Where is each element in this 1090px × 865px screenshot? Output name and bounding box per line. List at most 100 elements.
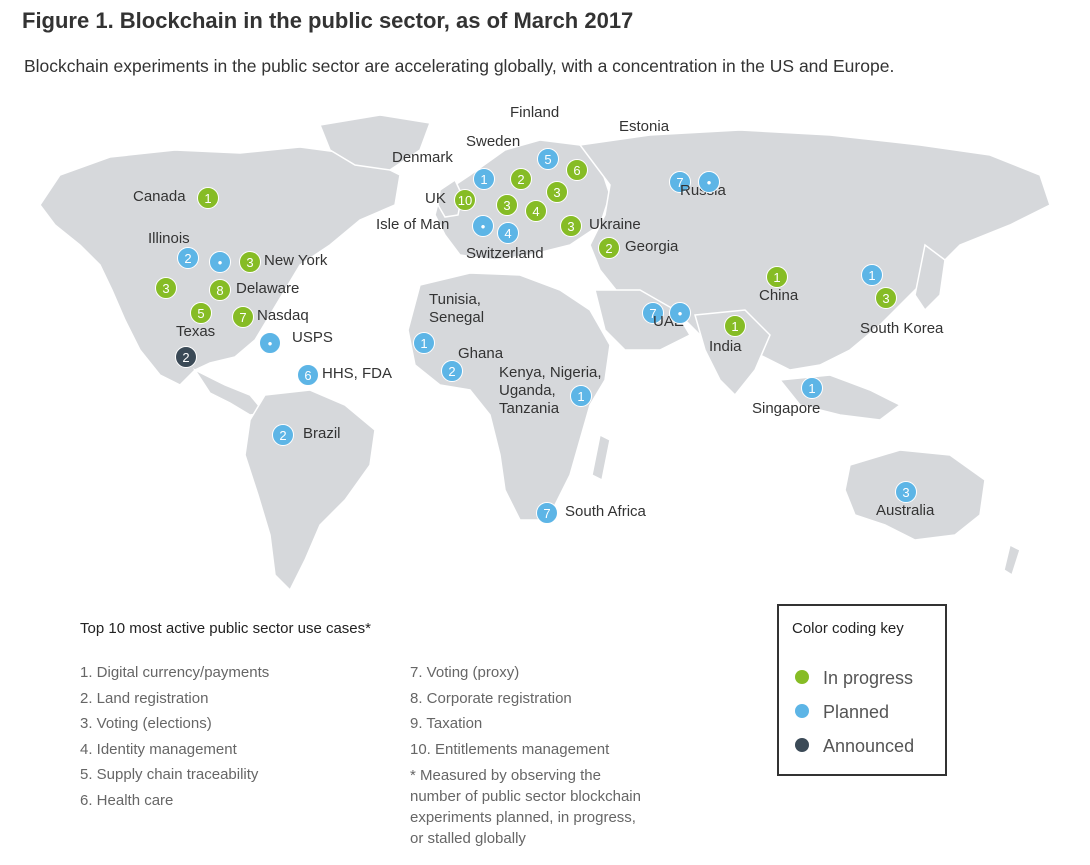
india-landmass <box>694 309 771 397</box>
marker-russia: 7 <box>669 171 691 193</box>
marker-label: Singapore <box>752 400 821 417</box>
marker-china: 1 <box>766 266 788 288</box>
marker-label: Australia <box>876 502 935 519</box>
use-case-item: 1. Digital currency/payments <box>80 664 270 681</box>
marker-label: Ukraine <box>589 216 641 233</box>
marker-south: 3 <box>875 287 897 309</box>
key-item-announced: Announced <box>795 736 914 757</box>
marker-uk: 10 <box>454 189 476 211</box>
marker-label: Georgia <box>625 238 679 255</box>
marker-unlabeled-18: 3 <box>496 194 518 216</box>
marker-ghana: 2 <box>441 360 463 382</box>
marker-south: 7 <box>536 502 558 524</box>
marker-kenya: 1 <box>570 385 592 407</box>
use-cases-title: Top 10 most active public sector use cas… <box>80 620 371 637</box>
key-item-in-progress: In progress <box>795 668 913 689</box>
marker-uae: 7 <box>642 302 664 324</box>
marker-label: Isle of Man <box>376 216 450 233</box>
footnote-line: * Measured by observing the <box>410 767 601 784</box>
use-case-item: 10. Entitlements management <box>410 740 610 758</box>
uk-landmass <box>437 178 463 218</box>
marker-india: 1 <box>724 315 746 337</box>
marker-unlabeled-9: 2 <box>175 346 197 368</box>
marker-texas: 5 <box>190 302 212 324</box>
marker-tunisia: 1 <box>413 332 435 354</box>
world-map: 1 Canada 2 Illinois • 3 New York 3 8 Delaware 5 Tex… <box>0 95 1090 600</box>
central-america-landmass <box>192 368 267 416</box>
marker-brazil: 2 <box>272 424 294 446</box>
marker-switzerland: 4 <box>497 222 519 244</box>
use-case-item: 8. Corporate registration <box>410 689 572 707</box>
marker-label: South Korea <box>860 320 944 337</box>
marker-label: Sweden <box>466 133 521 150</box>
marker-unlabeled-31: • <box>669 302 691 324</box>
use-case-item: 7. Voting (proxy) <box>410 664 520 681</box>
greenland-landmass <box>318 114 432 171</box>
marker-label: Delaware <box>236 280 300 297</box>
marker-label: Switzerland <box>466 245 544 262</box>
key-label-planned: Planned <box>823 702 890 722</box>
footnote-line: number of public sector blockchain <box>410 788 641 805</box>
marker-label: Ghana <box>458 345 504 362</box>
use-case-item: 2. Land registration <box>80 689 209 707</box>
marker-label: Estonia <box>619 118 670 135</box>
marker-unlabeled-2: • <box>209 251 231 273</box>
madagascar-landmass <box>591 433 611 482</box>
use-case-item: 4. Identity management <box>80 740 237 758</box>
new-zealand-landmass <box>1003 543 1021 577</box>
marker-nasdaq: 7 <box>232 306 254 328</box>
japan-landmass <box>914 243 946 312</box>
marker-unlabeled-34: 1 <box>861 264 883 286</box>
color-key: Color coding key In progress Planned Ann… <box>777 604 947 776</box>
figure-title: Figure 1. Blockchain in the public secto… <box>22 8 634 33</box>
key-label-announced: Announced <box>823 736 915 756</box>
marker-georgia: 2 <box>598 237 620 259</box>
marker-label: China <box>759 287 799 304</box>
footnote-line: experiments planned, in progress, <box>410 809 636 826</box>
south-america-landmass <box>244 389 376 592</box>
marker-label: Canada <box>133 188 186 205</box>
marker-ukraine: 3 <box>560 215 582 237</box>
marker-isle: • <box>472 215 494 237</box>
marker-label: USPS <box>292 329 333 346</box>
marker-new: 3 <box>239 251 261 273</box>
marker-illinois: 2 <box>177 247 199 269</box>
key-label-in-progress: In progress <box>823 668 914 688</box>
marker-label: HHS, FDA <box>322 365 393 382</box>
marker-australia: 3 <box>895 481 917 503</box>
marker-unlabeled-19: 4 <box>525 200 547 222</box>
marker-label: India <box>709 338 742 355</box>
marker-singapore: 1 <box>801 377 823 399</box>
marker-label: Finland <box>510 104 560 121</box>
marker-denmark: 1 <box>473 168 495 190</box>
marker-delaware: 8 <box>209 279 231 301</box>
world-map-land <box>39 114 1051 592</box>
marker-label: Brazil <box>303 425 341 442</box>
marker-label: Nasdaq <box>257 307 309 324</box>
announced-dot <box>795 738 809 753</box>
marker-estonia: 6 <box>566 159 588 181</box>
marker-finland: 5 <box>537 148 559 170</box>
marker-label: Texas <box>176 323 216 340</box>
figure-subtitle: Blockchain experiments in the public sec… <box>24 56 895 76</box>
planned-dot <box>795 704 809 719</box>
marker-label: Illinois <box>148 230 190 247</box>
use-case-item: 6. Health care <box>80 791 174 809</box>
footnote-line: or stalled globally <box>410 830 526 847</box>
marker-hhs: 6 <box>297 364 319 386</box>
in-progress-dot <box>795 670 809 685</box>
marker-sweden: 2 <box>510 168 532 190</box>
marker-label: Denmark <box>392 149 453 166</box>
marker-label: Tunisia, Senegal <box>429 291 485 326</box>
marker-unlabeled-25: • <box>698 171 720 193</box>
use-case-item: 3. Voting (elections) <box>80 715 212 732</box>
marker-canada: 1 <box>197 187 219 209</box>
color-key-title: Color coding key <box>792 620 904 637</box>
key-item-planned: Planned <box>795 702 889 723</box>
marker-unlabeled-16: 3 <box>546 181 568 203</box>
marker-unlabeled-4: 3 <box>155 277 177 299</box>
asia-landmass <box>578 129 1051 371</box>
marker-label: South Africa <box>565 503 646 520</box>
marker-usps: • <box>259 332 281 354</box>
marker-label: UK <box>425 190 446 207</box>
